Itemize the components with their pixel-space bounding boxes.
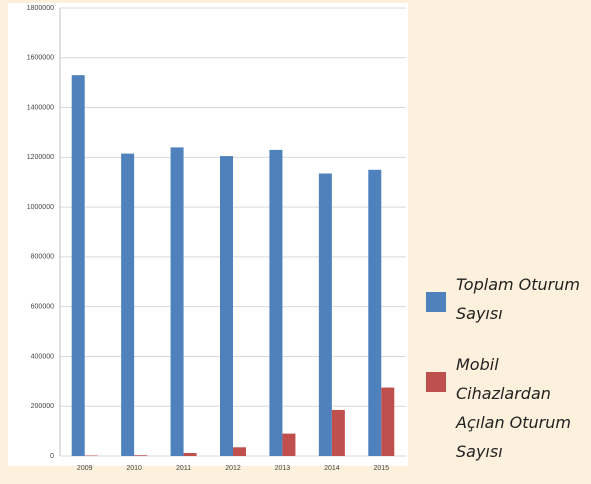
legend: Toplam Oturum Sayısı Mobil Cihazlardan Aç… (412, 270, 582, 484)
y-tick-label: 1000000 (27, 204, 54, 211)
x-tick-label: 2015 (373, 465, 389, 472)
y-tick-label: 600000 (31, 304, 54, 311)
x-tick-label: 2012 (225, 465, 241, 472)
bar (134, 455, 148, 456)
legend-item: Mobil Cihazlardan Açılan Oturum Sayısı (412, 350, 581, 466)
x-tick-label: 2009 (77, 465, 93, 472)
y-tick-label: 1200000 (27, 154, 54, 161)
bar (220, 156, 233, 457)
x-tick-label: 2010 (126, 465, 142, 472)
legend-swatch (426, 292, 446, 312)
bar (368, 169, 382, 456)
bar (269, 149, 283, 456)
bar (331, 409, 345, 456)
bar (183, 453, 197, 456)
bar (381, 387, 395, 456)
bar (318, 173, 332, 456)
legend-item: Toplam Oturum Sayısı (412, 270, 581, 328)
legend-label: Toplam Oturum Sayısı (456, 275, 580, 323)
bar (71, 75, 85, 456)
x-tick-label: 2013 (275, 465, 291, 472)
legend-label: Mobil Cihazlardan Açılan Oturum Sayısı (456, 355, 571, 461)
y-tick-label: 1600000 (27, 55, 54, 62)
bar (233, 447, 246, 456)
y-tick-label: 800000 (31, 254, 54, 261)
bar (121, 153, 135, 456)
y-tick-label: 1400000 (27, 104, 54, 111)
legend-swatch (426, 372, 446, 392)
y-tick-label: 1800000 (27, 5, 54, 12)
bar (282, 433, 296, 456)
y-tick-label: 400000 (31, 353, 54, 360)
plot-background (8, 3, 408, 466)
x-tick-label: 2014 (324, 465, 340, 472)
x-tick-label: 2011 (176, 465, 191, 472)
bar (170, 147, 184, 456)
y-tick-label: 0 (50, 453, 54, 460)
y-tick-label: 200000 (31, 403, 54, 410)
